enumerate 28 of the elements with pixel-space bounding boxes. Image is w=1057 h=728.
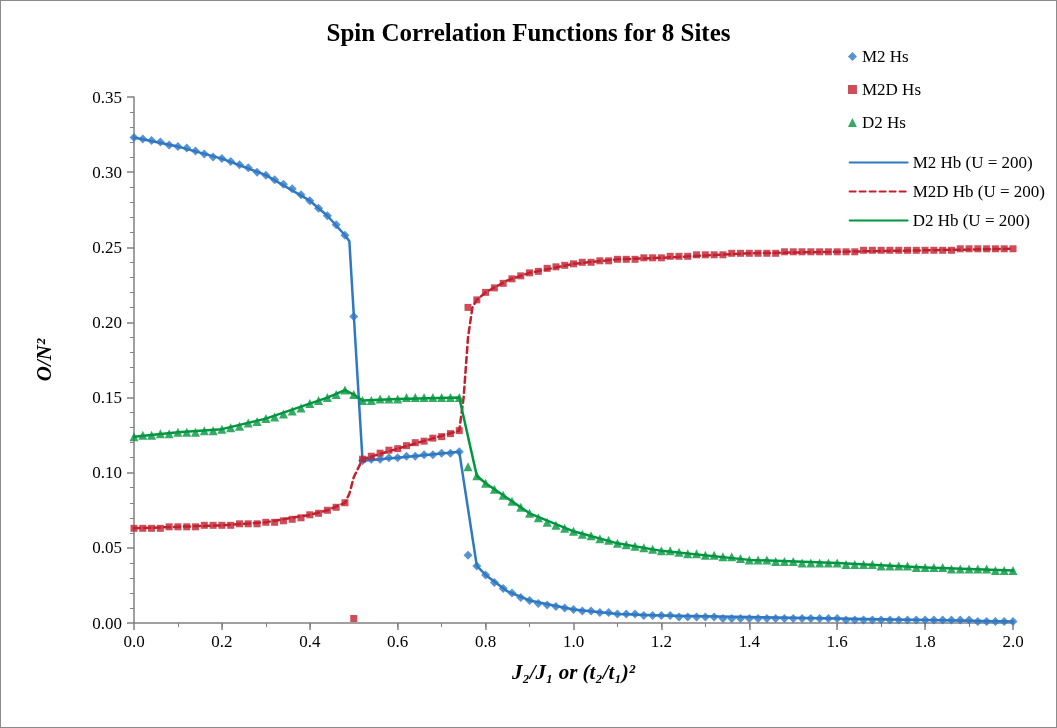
x-tick-label: 1.2 xyxy=(650,632,673,651)
x-tick-label: 1.8 xyxy=(914,632,936,651)
chart-title: Spin Correlation Functions for 8 Sites xyxy=(326,19,731,46)
legend-label: M2 Hs xyxy=(861,47,909,66)
y-axis-title: O/N² xyxy=(31,338,56,382)
x-axis-title: J₂/J₁ or (t₂/t₁)² xyxy=(510,659,636,684)
legend-label: D2 Hb (U = 200) xyxy=(912,211,1030,230)
x-tick-label: 1.0 xyxy=(562,632,585,651)
x-tick-label: 1.4 xyxy=(738,632,761,651)
y-tick-label: 0.35 xyxy=(92,87,122,107)
y-tick-label: 0.15 xyxy=(92,388,122,408)
legend-label: D2 Hs xyxy=(861,113,906,132)
legend-label: M2 Hb (U = 200) xyxy=(912,153,1033,172)
legend-label: M2D Hb (U = 200) xyxy=(912,182,1045,201)
x-tick-label: 0.2 xyxy=(211,632,233,651)
y-tick-label: 0.25 xyxy=(92,237,122,257)
y-tick-label: 0.20 xyxy=(92,312,122,332)
y-tick-label: 0.30 xyxy=(92,162,122,182)
y-tick-label: 0.10 xyxy=(92,463,122,483)
x-tick-label: 1.6 xyxy=(826,632,848,651)
legend-label: M2D Hs xyxy=(861,80,922,99)
x-tick-label: 2.0 xyxy=(1002,632,1024,651)
y-tick-label: 0.00 xyxy=(92,613,122,633)
x-tick-label: 0.6 xyxy=(387,632,409,651)
y-tick-label: 0.05 xyxy=(92,538,122,558)
x-tick-label: 0.8 xyxy=(474,632,497,651)
x-tick-label: 0.0 xyxy=(123,632,145,651)
x-tick-label: 0.4 xyxy=(299,632,321,651)
